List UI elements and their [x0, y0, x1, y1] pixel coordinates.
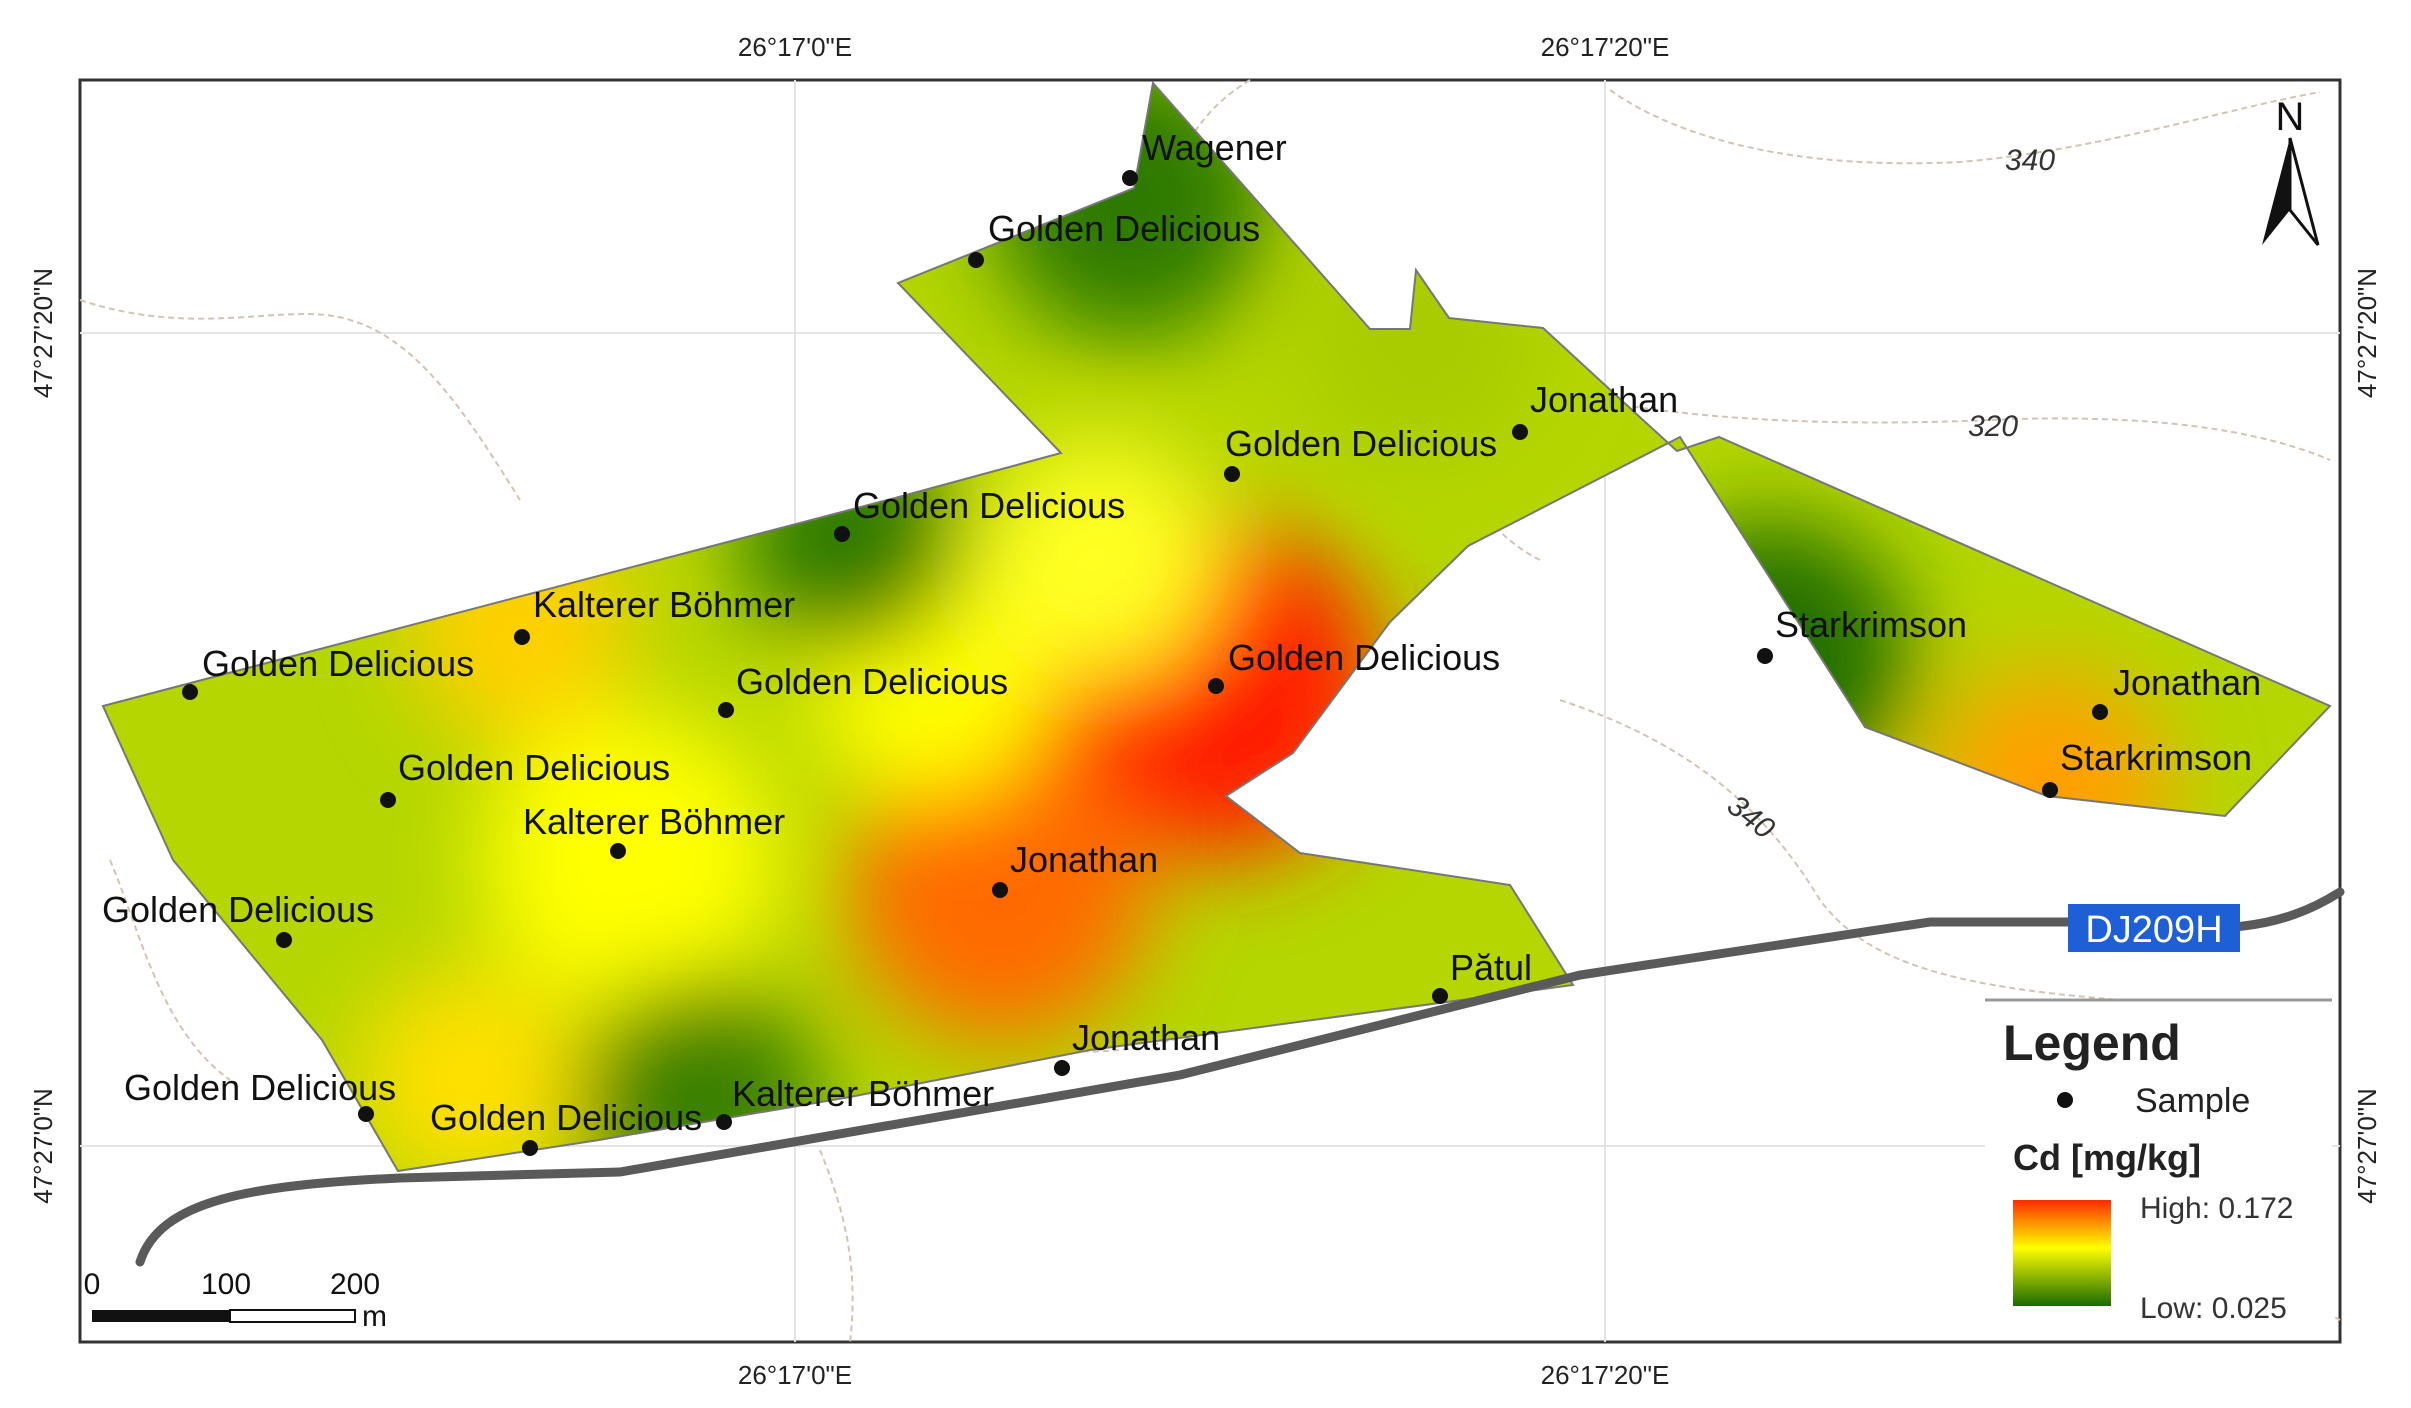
sample-point	[1054, 1060, 1070, 1076]
coord-left-1: 47°27'20"N	[28, 268, 58, 398]
coordinate-labels: 26°17'0"E 26°17'20"E 26°17'0"E 26°17'20"…	[28, 32, 2382, 1390]
road-label-box	[2068, 904, 2240, 952]
sample-label: Kalterer Böhmer	[732, 1073, 994, 1114]
sample-point	[1224, 466, 1240, 482]
legend: Legend Sample Cd [mg/kg] High: 0.172 Low…	[1985, 998, 2332, 1338]
sample-labels: Wagener Golden Delicious Jonathan Golden…	[102, 127, 2261, 1138]
sample-label: Golden Delicious	[988, 208, 1260, 249]
sample-points	[182, 170, 2108, 1156]
sample-point	[182, 684, 198, 700]
scale-bar: 0 100 200 m	[84, 1268, 387, 1333]
legend-color-ramp	[2013, 1200, 2111, 1306]
contour-label-320: 320	[1968, 410, 2018, 443]
sample-point	[380, 792, 396, 808]
coord-left-2: 47°27'0"N	[28, 1088, 58, 1204]
scale-unit: m	[362, 1300, 387, 1333]
sample-label: Jonathan	[2113, 662, 2261, 703]
sample-point	[514, 629, 530, 645]
sample-point	[358, 1106, 374, 1122]
scale-tick-100: 100	[201, 1268, 251, 1301]
sample-label: Wagener	[1142, 127, 1287, 168]
north-label: N	[2276, 95, 2305, 139]
sample-point	[1122, 170, 1138, 186]
legend-sample-symbol	[2057, 1092, 2073, 1108]
scale-tick-200: 200	[330, 1268, 380, 1301]
sample-label: Golden Delicious	[202, 643, 474, 684]
coord-top-1: 26°17'0"E	[738, 32, 852, 62]
sample-point	[2042, 782, 2058, 798]
legend-sample-label: Sample	[2135, 1082, 2250, 1120]
sample-point	[1208, 678, 1224, 694]
sample-point	[276, 932, 292, 948]
sample-label: Jonathan	[1010, 839, 1158, 880]
legend-title: Legend	[2003, 1015, 2181, 1071]
road-label: DJ209H	[2085, 909, 2222, 951]
sample-label: Jonathan	[1072, 1017, 1220, 1058]
sample-point	[834, 526, 850, 542]
sample-label: Golden Delicious	[398, 747, 670, 788]
coord-right-1: 47°27'20"N	[2352, 268, 2382, 398]
sample-label: Jonathan	[1530, 379, 1678, 420]
sample-label: Golden Delicious	[1225, 423, 1497, 464]
sample-label: Pătul	[1450, 947, 1532, 988]
sample-point	[718, 702, 734, 718]
sample-point	[968, 252, 984, 268]
legend-high: High: 0.172	[2140, 1192, 2293, 1225]
sample-point	[716, 1114, 732, 1130]
coord-bottom-1: 26°17'0"E	[738, 1360, 852, 1390]
scale-tick-0: 0	[84, 1268, 101, 1301]
coord-top-2: 26°17'20"E	[1541, 32, 1670, 62]
north-arrow-icon: N	[2262, 95, 2320, 246]
legend-variable: Cd [mg/kg]	[2013, 1137, 2201, 1178]
contour-label-340-top: 340	[2005, 144, 2055, 177]
legend-low: Low: 0.025	[2140, 1292, 2287, 1325]
sample-label: Starkrimson	[1775, 604, 1967, 645]
sample-label: Golden Delicious	[124, 1067, 396, 1108]
sample-point	[610, 843, 626, 859]
sample-point	[1757, 648, 1773, 664]
sample-point	[1512, 424, 1528, 440]
sample-point	[992, 882, 1008, 898]
sample-label: Golden Delicious	[736, 661, 1008, 702]
coord-right-2: 47°27'0"N	[2352, 1088, 2382, 1204]
sample-label: Kalterer Böhmer	[533, 584, 795, 625]
sample-label: Golden Delicious	[430, 1097, 702, 1138]
sample-label: Golden Delicious	[102, 889, 374, 930]
sample-point	[1432, 988, 1448, 1004]
sample-point	[2092, 704, 2108, 720]
sample-label: Kalterer Böhmer	[523, 801, 785, 842]
sample-label: Starkrimson	[2060, 737, 2252, 778]
sample-label: Golden Delicious	[853, 485, 1125, 526]
sample-point	[522, 1140, 538, 1156]
sample-label: Golden Delicious	[1228, 637, 1500, 678]
coord-bottom-2: 26°17'20"E	[1541, 1360, 1670, 1390]
road: DJ209H	[135, 887, 2345, 1267]
